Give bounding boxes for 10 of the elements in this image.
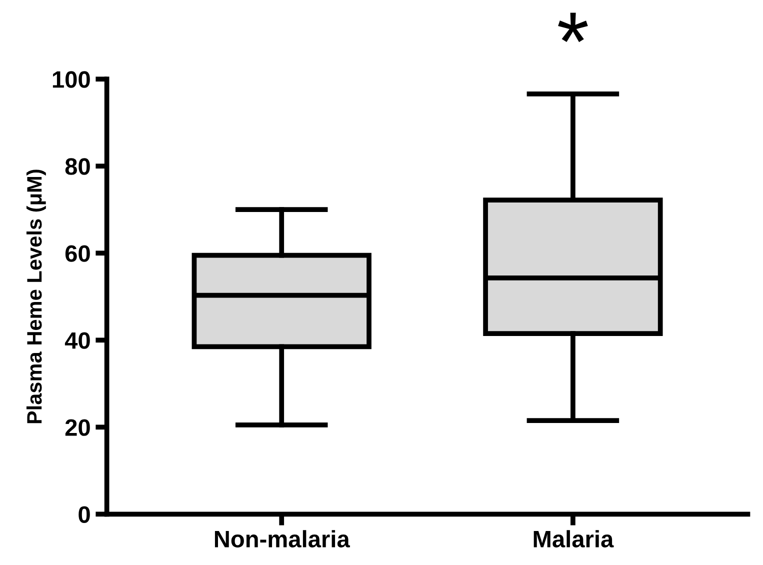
x-tick-label: Malaria [534, 530, 614, 548]
y-tick-label: 40 [64, 332, 90, 349]
y-tick-label: 0 [78, 506, 90, 523]
y-tick-label: 20 [65, 419, 90, 436]
text: * [558, 12, 588, 42]
y-tick-label: 60 [65, 245, 90, 262]
y-tick-label: 100 [52, 71, 90, 88]
x-tick-label: Non-malaria [214, 530, 350, 548]
y-axis-title: Plasma Heme Levels (μM) [26, 170, 46, 424]
y-tick-label: 80 [65, 158, 90, 175]
